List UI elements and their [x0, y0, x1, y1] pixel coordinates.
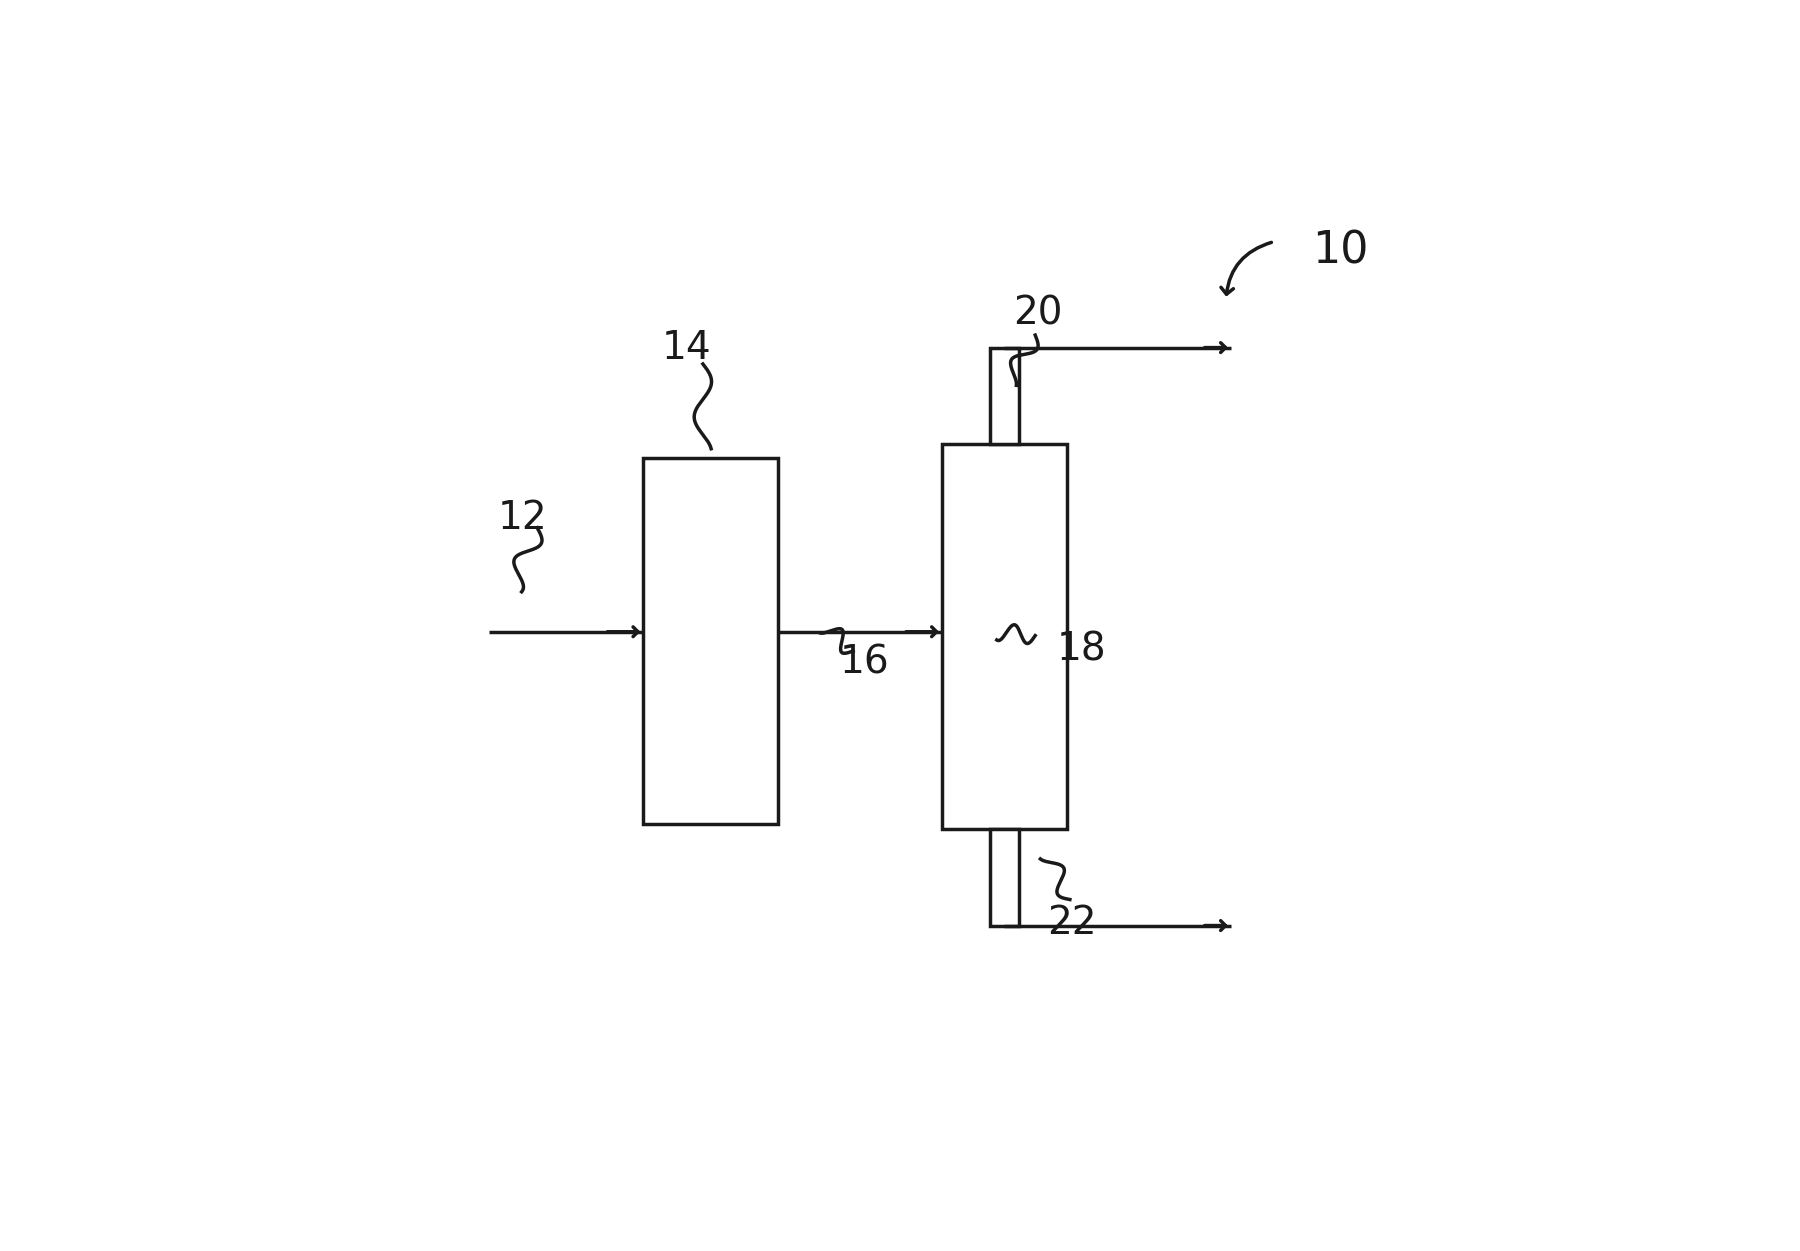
- Bar: [941, 444, 1067, 829]
- Text: 14: 14: [662, 329, 711, 367]
- Text: 10: 10: [1312, 230, 1370, 273]
- Bar: [990, 829, 1019, 926]
- Text: 18: 18: [1057, 631, 1107, 668]
- Text: 22: 22: [1048, 903, 1096, 942]
- Text: 20: 20: [1013, 295, 1062, 333]
- Text: 12: 12: [499, 499, 547, 537]
- Bar: [990, 348, 1019, 444]
- Text: 16: 16: [841, 643, 889, 682]
- Bar: [643, 458, 778, 824]
